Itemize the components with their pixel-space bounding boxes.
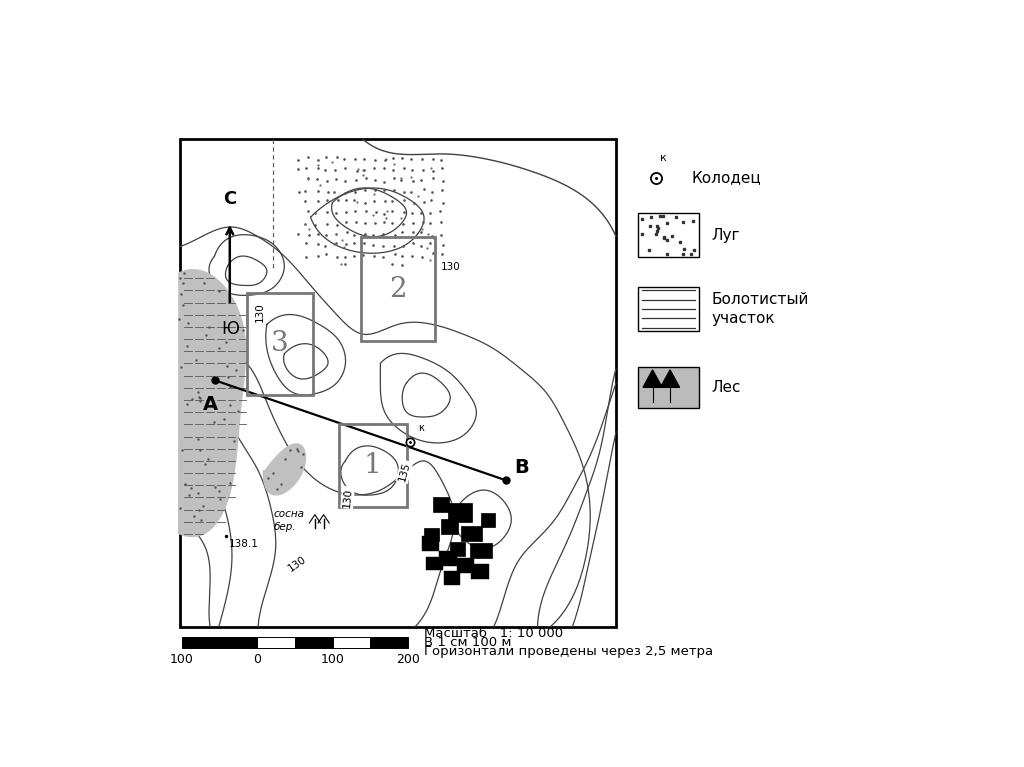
Polygon shape	[263, 444, 305, 495]
Text: А: А	[203, 395, 218, 414]
Text: 100: 100	[321, 653, 345, 666]
Bar	[480, 513, 495, 527]
Text: 100: 100	[170, 653, 194, 666]
Text: сосна
бер.: сосна бер.	[273, 509, 304, 532]
Bar	[638, 213, 699, 258]
Bar	[257, 637, 295, 648]
Polygon shape	[179, 270, 246, 536]
Bar	[426, 557, 442, 571]
Text: 130: 130	[441, 262, 461, 272]
Bar	[333, 637, 371, 648]
Text: 130: 130	[254, 302, 264, 322]
Bar	[422, 536, 439, 551]
Bar	[433, 498, 450, 512]
Text: 135: 135	[397, 461, 412, 482]
Text: 138.1: 138.1	[228, 539, 258, 549]
Bar	[179, 140, 616, 627]
Text: к: к	[418, 423, 424, 433]
Text: Луг: Луг	[712, 228, 740, 243]
Text: 200: 200	[396, 653, 420, 666]
Bar	[471, 565, 488, 579]
Bar	[457, 558, 474, 573]
Bar	[638, 367, 699, 408]
Text: 2: 2	[389, 275, 407, 303]
Text: 130: 130	[342, 487, 353, 508]
Text: 130: 130	[287, 555, 308, 574]
Polygon shape	[643, 370, 663, 387]
Bar	[295, 637, 333, 648]
Bar	[182, 637, 257, 648]
Text: 3: 3	[271, 331, 289, 357]
Bar	[443, 571, 460, 585]
Bar	[247, 293, 312, 395]
Text: Болотистый
участок: Болотистый участок	[712, 291, 809, 327]
Text: В: В	[514, 459, 528, 477]
Text: С: С	[223, 189, 237, 208]
Bar	[339, 424, 407, 507]
Text: Горизонтали проведены через 2,5 метра: Горизонтали проведены через 2,5 метра	[424, 645, 713, 658]
Bar	[461, 525, 482, 542]
Text: Лес: Лес	[712, 380, 740, 395]
Bar	[424, 528, 439, 542]
Text: к: к	[659, 153, 667, 163]
Bar	[638, 287, 699, 331]
Bar	[441, 519, 458, 534]
Bar	[360, 237, 435, 341]
Bar	[439, 551, 457, 565]
Text: Масштаб   1: 10 000: Масштаб 1: 10 000	[424, 627, 563, 640]
Text: 1: 1	[364, 453, 382, 479]
Bar	[451, 542, 466, 556]
Text: Ю: Ю	[221, 320, 239, 337]
Text: Колодец: Колодец	[691, 170, 761, 185]
Bar	[470, 543, 492, 558]
Text: В 1 см 100 м: В 1 см 100 м	[424, 636, 512, 649]
Text: 0: 0	[253, 653, 261, 666]
Bar	[371, 637, 409, 648]
Bar	[449, 503, 472, 522]
Polygon shape	[660, 370, 680, 387]
